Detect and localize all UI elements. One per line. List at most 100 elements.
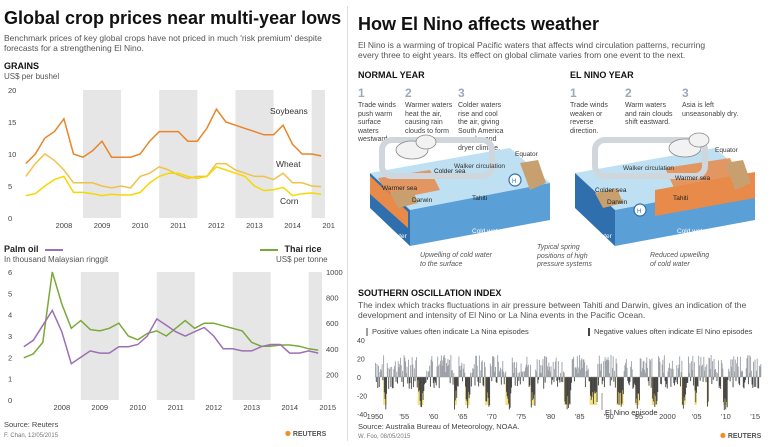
soi-bar: [744, 377, 746, 383]
soi-bar: [410, 365, 412, 377]
soi-bar: [444, 357, 446, 377]
soi-bar: [492, 356, 493, 377]
soi-bar: [707, 377, 708, 407]
soi-bar: [633, 377, 635, 388]
soi-x-tick-label: '10: [721, 412, 731, 420]
soi-bar: [465, 377, 466, 387]
soi-bar: [478, 377, 480, 387]
elnino-reduced: Reduced upwelling of cold water: [650, 252, 710, 268]
soi-bar: [706, 364, 708, 377]
y-tick-label-left: 3: [8, 332, 12, 341]
soi-bar: [383, 355, 385, 377]
soi-bar: [500, 377, 502, 385]
soi-bar: [454, 377, 456, 401]
soi-bar: [749, 372, 751, 377]
soi-bar: [446, 366, 448, 377]
soi-bar: [476, 365, 478, 377]
svg-text:H: H: [637, 209, 641, 215]
y-tick-label: 15: [8, 118, 16, 127]
soi-bar: [569, 377, 571, 405]
soi-bar: [745, 368, 747, 377]
soi-bar: [675, 377, 677, 383]
soi-bar: [551, 377, 553, 385]
soi-bar: [596, 377, 598, 402]
soi-bar: [514, 361, 515, 377]
soi-bar: [493, 357, 495, 377]
soi-bar: [758, 365, 760, 377]
soi-bar: [720, 377, 722, 389]
soi-bar: [747, 355, 749, 377]
normal-tahiti-label: Tahiti: [472, 195, 487, 202]
soi-bar: [473, 369, 474, 377]
soi-bar: [445, 371, 447, 377]
soi-bar: [401, 377, 403, 382]
soi-bar: [466, 377, 468, 402]
soi-bar: [424, 377, 425, 385]
soi-bar: [527, 364, 529, 377]
soi-bar: [721, 363, 723, 377]
rice-legend-swatch: [260, 248, 278, 251]
soi-bar: [385, 377, 387, 410]
soi-bar: [695, 377, 697, 403]
soi-bar: [557, 377, 559, 387]
soi-bar: [560, 377, 562, 382]
soi-bar: [571, 377, 572, 383]
soi-bar: [441, 365, 443, 377]
soi-bar: [629, 377, 631, 382]
soi-bar: [471, 372, 473, 377]
x-tick-label: 2013: [246, 221, 263, 230]
soi-bar: [731, 366, 733, 377]
grains-chart: 0 5 10 15 20 2008 2009 2010 2011 2012 2013 2014 201…: [8, 86, 335, 230]
soi-bar: [546, 357, 548, 377]
soi-bar: [676, 365, 678, 377]
palm-xticks: 2008 2009 2010 2011 2012 2013 2014 2015: [53, 403, 336, 412]
soi-bar: [609, 373, 610, 377]
y-tick-label-right: 200: [326, 370, 339, 379]
soi-bar: [539, 372, 541, 377]
soi-bar: [751, 377, 753, 385]
corn-line: [25, 165, 322, 197]
soi-bar: [418, 377, 420, 391]
soi-bar: [671, 368, 673, 377]
soi-bar: [654, 377, 656, 408]
normal-step-1: 1 Trade winds push warm surface waters w…: [358, 84, 402, 145]
soi-bar: [391, 377, 393, 389]
soi-bar: [547, 370, 549, 377]
soi-bar: [709, 369, 711, 377]
soi-bar: [465, 377, 467, 400]
soi-bar: [457, 377, 459, 387]
soi-bar: [703, 357, 705, 377]
x-tick-label: 2009: [91, 403, 108, 412]
soi-bar: [549, 366, 551, 377]
x-tick-label: 2008: [56, 221, 73, 230]
soi-bar: [399, 357, 401, 377]
normal-land-australia: [390, 188, 418, 208]
elnino-high-pressure-icon: [633, 203, 647, 217]
soi-bar: [527, 366, 529, 377]
soi-bar: [680, 372, 682, 377]
soi-bar: [694, 377, 696, 391]
elnino-cold-water-label: Cold water: [677, 228, 709, 235]
soi-bar: [403, 355, 405, 377]
soi-bar: [753, 377, 755, 387]
elnino-step-1-num: 1: [570, 86, 577, 100]
grains-title: GRAINS: [4, 61, 40, 71]
soi-bar: [572, 359, 574, 377]
soi-bar: [614, 377, 616, 388]
elnino-darwin-label: Darwin: [607, 199, 628, 206]
soi-bar: [579, 355, 580, 377]
soi-bar: [736, 356, 738, 377]
soi-bar: [601, 363, 602, 377]
soi-bar: [564, 377, 566, 402]
soi-bar: [623, 371, 625, 377]
soi-bar: [714, 369, 716, 377]
soi-bar: [380, 368, 382, 377]
soi-bar: [430, 359, 432, 377]
soi-bar: [682, 377, 684, 405]
soi-bar: [644, 372, 646, 377]
soi-bar: [659, 361, 661, 377]
soi-bar: [534, 377, 536, 406]
soi-bar: [396, 371, 398, 377]
soi-bar: [568, 377, 570, 408]
soi-bar: [750, 370, 752, 377]
